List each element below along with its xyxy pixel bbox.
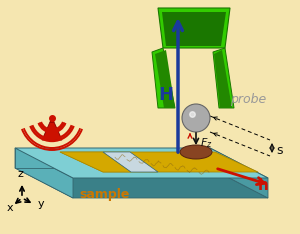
Ellipse shape xyxy=(180,145,212,159)
Polygon shape xyxy=(60,152,258,172)
Polygon shape xyxy=(60,152,131,172)
Polygon shape xyxy=(42,122,62,140)
Text: $F_z$: $F_z$ xyxy=(200,136,213,150)
Polygon shape xyxy=(214,50,232,108)
Polygon shape xyxy=(210,148,268,198)
Polygon shape xyxy=(155,50,175,108)
Polygon shape xyxy=(103,152,158,172)
Text: sample: sample xyxy=(80,188,130,201)
Polygon shape xyxy=(15,148,268,178)
Polygon shape xyxy=(152,48,175,108)
Text: probe: probe xyxy=(230,94,266,106)
Text: s: s xyxy=(276,143,283,157)
Text: x: x xyxy=(6,203,13,213)
Polygon shape xyxy=(213,48,234,108)
Polygon shape xyxy=(50,118,54,122)
Polygon shape xyxy=(15,148,73,198)
Polygon shape xyxy=(158,8,230,48)
Text: h: h xyxy=(258,179,269,194)
Text: H: H xyxy=(158,86,173,104)
Polygon shape xyxy=(15,148,210,168)
Circle shape xyxy=(182,104,210,132)
Polygon shape xyxy=(162,12,226,46)
Polygon shape xyxy=(15,168,268,198)
Text: y: y xyxy=(38,199,45,209)
Text: z: z xyxy=(17,169,23,179)
